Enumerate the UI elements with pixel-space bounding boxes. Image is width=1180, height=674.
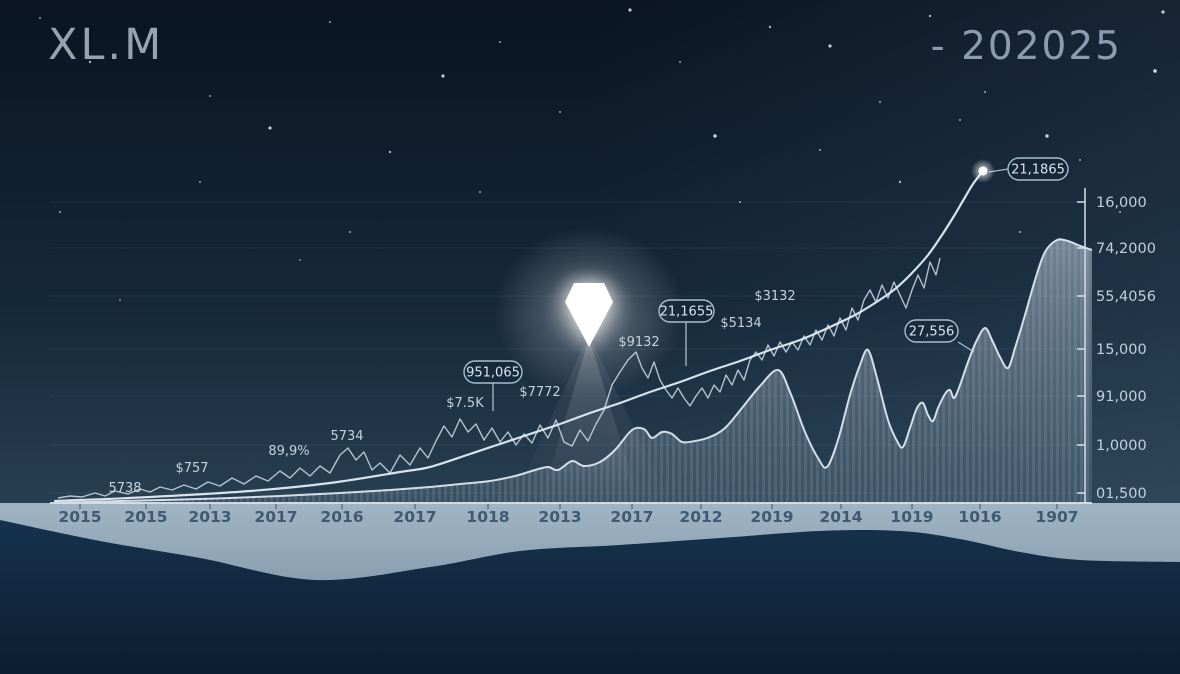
callout: 21,1655 — [658, 299, 715, 366]
x-tick-label: 1019 — [890, 508, 933, 526]
foreground-dark-wave — [0, 520, 1180, 674]
area-outline — [54, 238, 1093, 504]
star — [441, 74, 445, 78]
y-tick-label: 15,000 — [1096, 342, 1147, 358]
x-tick-label: 2015 — [124, 508, 167, 526]
star — [984, 91, 986, 93]
y-tick-label: 74,2000 — [1096, 241, 1156, 257]
value-labels: 5738 $757 89,9% 5734 $7.5K $7772 $9132 $5134 $31… — [108, 289, 795, 496]
x-tick-label: 2017 — [393, 508, 436, 526]
x-tick-label: 2019 — [750, 508, 793, 526]
star — [679, 61, 681, 63]
x-axis-labels: 2015 2015 2013 2017 2016 2017 1018 2013 2017 2012… — [58, 508, 1078, 526]
x-tick-label: 1018 — [466, 508, 509, 526]
callout: 21,1865 — [988, 157, 1069, 181]
diamond-icon — [565, 283, 613, 347]
star — [150, 30, 154, 34]
star — [819, 149, 821, 151]
y-tick-label: 01,500 — [1096, 486, 1147, 502]
point-label: 5734 — [330, 429, 363, 444]
star — [349, 231, 351, 233]
x-tick-label: 1907 — [1035, 508, 1078, 526]
star — [898, 180, 902, 184]
callout-box — [1007, 157, 1069, 181]
axes: 16,000 74,2000 55,4056 15,000 91,000 1,0000 01… — [1077, 188, 1156, 503]
star — [479, 191, 481, 193]
star — [119, 299, 121, 301]
callout-box — [658, 299, 715, 323]
point-label: $3132 — [754, 289, 795, 304]
star — [88, 60, 92, 64]
point-label: $7.5K — [446, 396, 484, 411]
trend-line — [53, 169, 985, 503]
star — [388, 150, 392, 154]
star — [959, 119, 961, 121]
star — [768, 25, 772, 29]
callout: 27,556 — [904, 319, 975, 353]
ticker-symbol: XL.M — [48, 20, 165, 70]
star — [1161, 10, 1165, 14]
y-tick-label: 16,000 — [1096, 195, 1147, 211]
star — [928, 14, 932, 18]
x-tick-label: 2013 — [188, 508, 231, 526]
point-label: $7772 — [519, 385, 560, 400]
star — [739, 201, 741, 203]
y-tick-label: 91,000 — [1096, 389, 1147, 405]
callout-label: 21,1655 — [660, 305, 714, 320]
y-tick-label: 55,4056 — [1096, 289, 1156, 305]
callout-box — [463, 360, 523, 384]
star-field — [39, 8, 1165, 301]
callout-box — [904, 319, 959, 343]
star — [268, 126, 272, 130]
point-label: $5134 — [720, 316, 761, 331]
callouts: 21,1865 27,556 21,1655 951,065 — [463, 157, 1069, 411]
star — [329, 21, 331, 23]
end-dot — [978, 166, 988, 176]
point-label: $9132 — [618, 335, 659, 350]
star — [1098, 40, 1102, 44]
star — [499, 41, 501, 43]
star — [713, 134, 717, 138]
x-tick-label: 2015 — [58, 508, 101, 526]
star — [828, 44, 832, 48]
point-label: 89,9% — [268, 444, 309, 459]
point-label: $757 — [175, 461, 208, 476]
star — [199, 181, 201, 183]
callout: 951,065 — [463, 360, 523, 411]
star — [1119, 211, 1121, 213]
star — [1153, 69, 1157, 73]
point-label: 5738 — [108, 481, 141, 496]
x-tick-label: 2017 — [254, 508, 297, 526]
y-tick-label: 1,0000 — [1096, 438, 1147, 454]
star — [1079, 159, 1081, 161]
callout-label: 27,556 — [909, 325, 955, 340]
x-tick-label: 2012 — [679, 508, 722, 526]
star — [628, 8, 632, 12]
star — [59, 211, 61, 213]
star — [1045, 134, 1049, 138]
star — [559, 111, 561, 113]
period-label: - 202025 — [930, 24, 1122, 69]
callout-label: 21,1865 — [1011, 163, 1065, 178]
star — [39, 17, 41, 19]
star — [879, 101, 881, 103]
x-tick-label: 2013 — [538, 508, 581, 526]
callout-connector — [957, 341, 975, 353]
star — [209, 95, 211, 97]
area-bars-texture — [55, 239, 1092, 504]
x-tick-label: 2014 — [819, 508, 862, 526]
x-tick-label: 2016 — [320, 508, 363, 526]
star — [299, 259, 301, 261]
baseline-axis — [50, 502, 1092, 509]
star — [1019, 231, 1021, 233]
x-tick-label: 2017 — [610, 508, 653, 526]
price-volatility-line — [57, 257, 941, 499]
callout-label: 951,065 — [466, 366, 520, 381]
x-tick-label: 1016 — [958, 508, 1001, 526]
